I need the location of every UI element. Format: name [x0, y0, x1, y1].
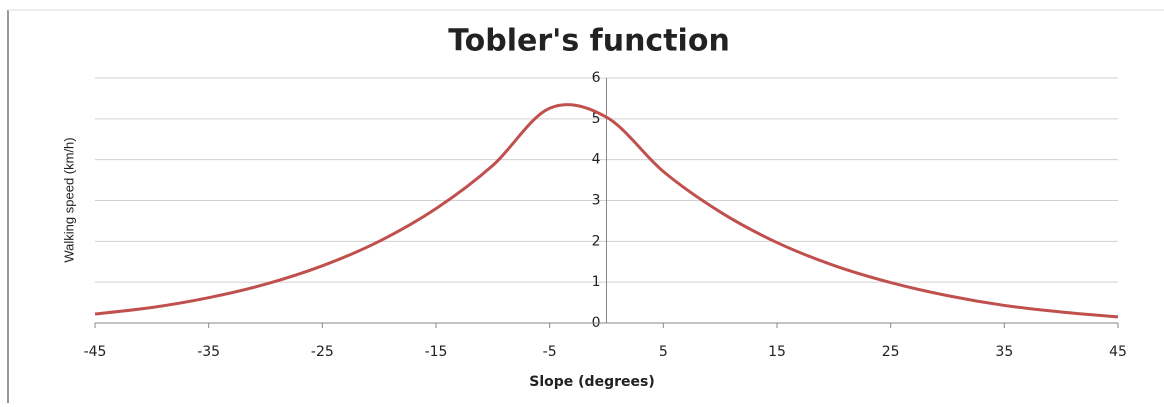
x-tick-label: 35 [995, 344, 1013, 360]
x-tick-label: 45 [1109, 344, 1127, 360]
y-tick-label: 3 [592, 193, 601, 209]
x-tick-label: 5 [659, 344, 668, 360]
x-axis-label: Slope (degrees) [529, 374, 654, 390]
y-tick-label: 1 [592, 274, 601, 290]
x-tick-label: -35 [197, 344, 220, 360]
x-tick-label: -25 [311, 344, 334, 360]
chart-title: Tobler's function [448, 24, 730, 59]
y-tick-label: 5 [592, 111, 601, 127]
x-tick-label: -5 [543, 344, 557, 360]
x-tick-label: 25 [882, 344, 900, 360]
x-tick-label: -45 [84, 344, 107, 360]
x-tick-label: -15 [425, 344, 448, 360]
x-tick-label: 15 [768, 344, 786, 360]
y-tick-label: 2 [592, 233, 601, 249]
y-tick-label: 6 [592, 70, 601, 86]
series-line [94, 103, 1119, 319]
y-tick-label: 4 [592, 152, 601, 168]
y-axis-label: Walking speed (km/h) [61, 137, 76, 262]
